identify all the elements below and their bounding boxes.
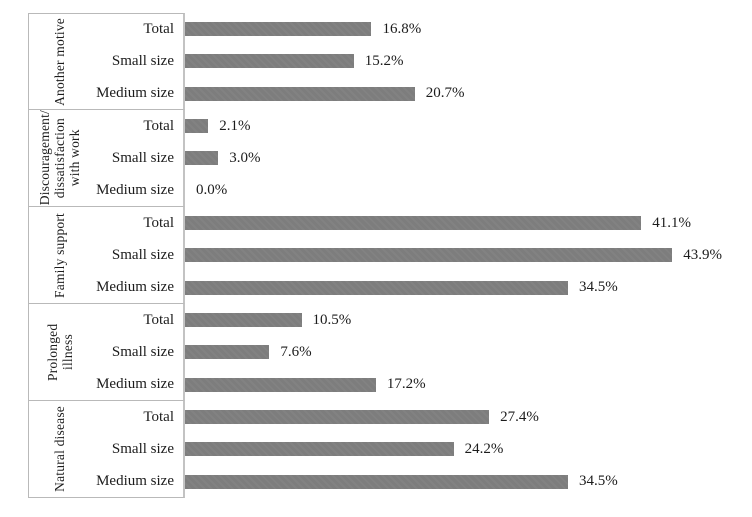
row-labels: Total Small size Medium size [91, 401, 183, 497]
bar [185, 216, 642, 231]
plot-area: 2.1% 3.0% 0.0% [185, 110, 752, 207]
left-gutter [0, 207, 28, 304]
category-label: Another motive [52, 17, 68, 106]
value-label: 17.2% [386, 376, 426, 393]
value-label: 27.4% [500, 408, 539, 425]
row-label: Total [143, 117, 174, 134]
value-label: 3.0% [229, 149, 261, 166]
left-gutter [0, 110, 28, 207]
left-gutter [0, 401, 28, 498]
row-label: Small size [111, 149, 174, 166]
bar-row: 2.1% [185, 110, 752, 142]
value-label: 10.5% [312, 311, 352, 328]
bar [185, 22, 372, 37]
bar [185, 410, 490, 425]
row-label: Total [143, 21, 174, 38]
category-group: Natural disease Total Small size Medium siz… [0, 401, 752, 498]
row-labels: Total Small size Medium size [91, 207, 183, 303]
plot-area: 27.4% 24.2% 34.5% [185, 401, 752, 498]
bar [185, 377, 376, 392]
bar-row: 41.1% [185, 207, 752, 239]
row-label: Medium size [96, 375, 174, 392]
label-area: Family support Total Small size Medium size [28, 207, 185, 304]
category-label-column: Family support [29, 207, 91, 303]
plot-area: 16.8% 15.2% 20.7% [185, 13, 752, 110]
bar-row: 34.5% [185, 272, 752, 304]
bar-row: 0.0% [185, 175, 752, 207]
bar-row: 27.4% [185, 401, 752, 433]
row-label: Medium size [96, 278, 174, 295]
bar [185, 86, 415, 101]
category-label-column: Prolonged illness [29, 304, 91, 400]
bar-row: 24.2% [185, 433, 752, 465]
value-label: 41.1% [652, 214, 691, 231]
bar [185, 119, 209, 134]
bar [185, 54, 354, 69]
category-group: Discouragement/ dissatisfaction with wor… [0, 110, 752, 207]
row-label: Total [143, 408, 174, 425]
category-group: Another motive Total Small size Medium size… [0, 13, 752, 110]
label-area: Natural disease Total Small size Medium siz… [28, 401, 185, 498]
bar-row: 16.8% [185, 13, 752, 45]
bar-row: 17.2% [185, 369, 752, 401]
row-label: Small size [111, 343, 174, 360]
category-label: Prolonged illness [44, 323, 75, 381]
row-label: Medium size [96, 472, 174, 489]
plot-area: 41.1% 43.9% 34.5% [185, 207, 752, 304]
category-label-column: Another motive [29, 14, 91, 109]
category-group: Family support Total Small size Medium size… [0, 207, 752, 304]
row-label: Medium size [96, 181, 174, 198]
bar [185, 474, 568, 489]
value-label: 16.8% [382, 20, 422, 37]
row-label: Small size [111, 246, 174, 263]
value-label: 20.7% [425, 85, 465, 102]
bar [185, 280, 568, 295]
category-label: Discouragement/ dissatisfaction with wor… [37, 110, 83, 206]
row-label: Small size [111, 53, 174, 69]
value-label: 7.6% [280, 343, 312, 360]
value-label: 43.9% [683, 246, 723, 263]
bar-row: 34.5% [185, 466, 752, 498]
left-gutter [0, 13, 28, 110]
row-labels: Total Small size Medium size [91, 110, 183, 206]
bar [185, 151, 219, 166]
label-area: Prolonged illness Total Small size Medium s… [28, 304, 185, 401]
bar [185, 442, 454, 457]
category-group: Prolonged illness Total Small size Medium s… [0, 304, 752, 401]
row-labels: Total Small size Medium size [91, 304, 183, 400]
bar-row: 3.0% [185, 142, 752, 174]
row-label: Total [143, 214, 174, 231]
bar [185, 345, 270, 360]
category-label: Natural disease [52, 406, 68, 492]
bar [185, 248, 673, 263]
label-area: Another motive Total Small size Medium size [28, 13, 185, 110]
row-label: Small size [111, 440, 174, 457]
value-label: 34.5% [578, 473, 618, 490]
row-labels: Total Small size Medium size [91, 14, 183, 109]
value-label: 0.0% [196, 182, 228, 199]
value-label: 2.1% [219, 117, 251, 134]
value-label: 15.2% [364, 52, 404, 69]
bar-row: 43.9% [185, 239, 752, 271]
value-label: 34.5% [578, 279, 618, 296]
left-gutter [0, 304, 28, 401]
bar-row: 10.5% [185, 304, 752, 336]
bar-row: 15.2% [185, 45, 752, 77]
category-label: Family support [52, 212, 68, 298]
value-label: 24.2% [464, 440, 504, 457]
category-label-column: Discouragement/ dissatisfaction with wor… [29, 110, 91, 206]
bar-row: 7.6% [185, 336, 752, 368]
row-label: Total [143, 311, 174, 328]
category-label-column: Natural disease [29, 401, 91, 497]
bar [185, 313, 302, 328]
label-area: Discouragement/ dissatisfaction with wor… [28, 110, 185, 207]
row-label: Medium size [96, 84, 174, 101]
bar-row: 20.7% [185, 78, 752, 110]
plot-area: 10.5% 7.6% 17.2% [185, 304, 752, 401]
